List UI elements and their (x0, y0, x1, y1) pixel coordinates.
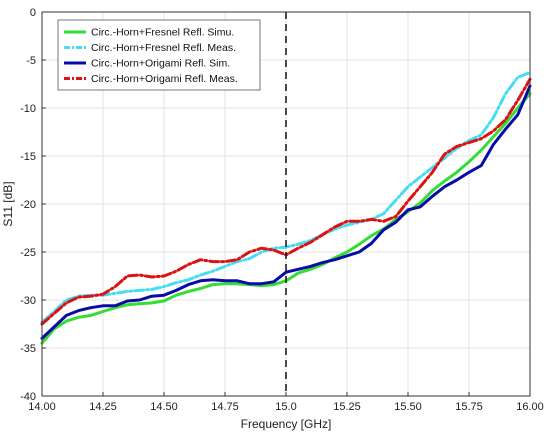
x-tick-label: 14.25 (89, 401, 117, 413)
series-line-3 (40, 84, 532, 340)
series-line-2 (40, 71, 532, 324)
legend: Circ.-Horn+Fresnel Refl. Simu. Circ.-Horn… (57, 19, 261, 91)
legend-label: Circ.-Horn+Origami Refl. Sim. (91, 58, 230, 70)
x-tick-label: 15.50 (394, 401, 422, 413)
x-axis-label: Frequency [GHz] (241, 417, 332, 431)
y-tick-label: -30 (20, 295, 36, 307)
y-tick-label: -15 (20, 151, 36, 163)
y-axis-label: S11 [dB] (1, 181, 15, 226)
y-tick-label: -5 (26, 55, 36, 67)
legend-label: Circ.-Horn+Origami Refl. Meas. (91, 73, 238, 85)
x-tick-label: 14.50 (150, 401, 178, 413)
y-tick-label: -25 (20, 247, 36, 259)
y-tick-label: 0 (30, 7, 36, 19)
axis-ticks: 14.00 14.25 14.50 14.75 15.0 15.25 15.50 15.75 1… (20, 7, 544, 413)
x-tick-label: 14.00 (28, 401, 56, 413)
x-tick-label: 15.0 (275, 401, 296, 413)
y-tick-label: -20 (20, 199, 36, 211)
x-tick-label: 15.25 (333, 401, 361, 413)
x-tick-label: 16.00 (516, 401, 544, 413)
y-tick-label: -40 (20, 391, 36, 403)
legend-label: Circ.-Horn+Fresnel Refl. Meas. (91, 42, 236, 54)
legend-label: Circ.-Horn+Fresnel Refl. Simu. (91, 27, 234, 39)
y-tick-label: -10 (20, 103, 36, 115)
x-tick-label: 15.75 (455, 401, 483, 413)
y-tick-label: -35 (20, 343, 36, 355)
legend-box (57, 19, 261, 91)
x-tick-label: 14.75 (211, 401, 239, 413)
